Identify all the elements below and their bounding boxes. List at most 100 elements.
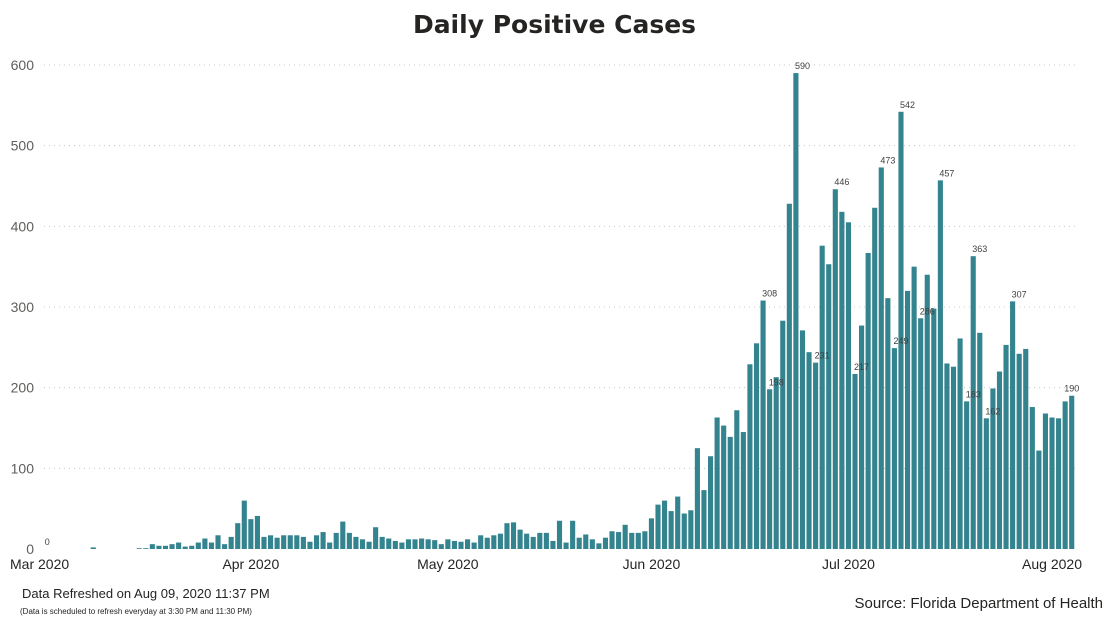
bar[interactable] bbox=[471, 542, 477, 549]
bar[interactable] bbox=[208, 542, 215, 549]
bar[interactable] bbox=[957, 338, 963, 549]
bar[interactable] bbox=[1056, 418, 1062, 549]
bar[interactable] bbox=[274, 537, 280, 549]
bar[interactable] bbox=[813, 362, 819, 549]
bar[interactable] bbox=[254, 515, 260, 549]
bar[interactable] bbox=[648, 518, 654, 549]
bar[interactable] bbox=[497, 533, 503, 549]
bar[interactable] bbox=[688, 510, 694, 549]
bar[interactable] bbox=[950, 366, 957, 549]
bar[interactable] bbox=[655, 504, 661, 549]
bar[interactable] bbox=[222, 544, 228, 549]
bar[interactable] bbox=[169, 544, 175, 549]
bar[interactable] bbox=[307, 541, 313, 549]
bar[interactable] bbox=[294, 535, 300, 549]
bar[interactable] bbox=[740, 432, 746, 549]
bar[interactable] bbox=[937, 180, 943, 549]
bar[interactable] bbox=[964, 401, 970, 549]
bar[interactable] bbox=[570, 520, 576, 549]
bar[interactable] bbox=[773, 377, 779, 549]
bar[interactable] bbox=[313, 535, 320, 549]
bar[interactable] bbox=[261, 536, 267, 549]
bar[interactable] bbox=[675, 496, 681, 549]
bar[interactable] bbox=[327, 542, 333, 549]
bar[interactable] bbox=[202, 538, 208, 549]
bar[interactable] bbox=[898, 111, 904, 549]
bar[interactable] bbox=[839, 211, 845, 549]
bar[interactable] bbox=[872, 207, 878, 549]
bar[interactable] bbox=[228, 536, 234, 549]
bar[interactable] bbox=[491, 535, 497, 549]
bar[interactable] bbox=[747, 364, 753, 549]
bar[interactable] bbox=[1042, 413, 1049, 549]
bar[interactable] bbox=[589, 539, 595, 549]
bar[interactable] bbox=[786, 203, 792, 549]
bar[interactable] bbox=[530, 536, 536, 549]
bar[interactable] bbox=[484, 537, 490, 549]
bar[interactable] bbox=[799, 330, 806, 549]
bar[interactable] bbox=[1016, 353, 1022, 549]
bar[interactable] bbox=[878, 167, 884, 550]
bar[interactable] bbox=[1029, 407, 1035, 549]
bar[interactable] bbox=[806, 352, 812, 549]
bar[interactable] bbox=[176, 542, 182, 549]
bar[interactable] bbox=[90, 547, 96, 549]
bar[interactable] bbox=[694, 448, 700, 549]
bar[interactable] bbox=[1069, 395, 1075, 549]
bar[interactable] bbox=[425, 539, 431, 549]
bar[interactable] bbox=[602, 537, 609, 549]
bar[interactable] bbox=[760, 300, 766, 549]
bar[interactable] bbox=[149, 544, 155, 549]
bar[interactable] bbox=[353, 536, 359, 549]
bar[interactable] bbox=[510, 522, 517, 549]
bar[interactable] bbox=[537, 532, 543, 549]
bar[interactable] bbox=[891, 348, 897, 549]
bar[interactable] bbox=[366, 541, 372, 549]
bar[interactable] bbox=[996, 371, 1003, 549]
bar[interactable] bbox=[642, 531, 648, 549]
bar[interactable] bbox=[189, 545, 195, 549]
bar[interactable] bbox=[517, 529, 523, 549]
bar[interactable] bbox=[478, 535, 484, 549]
bar[interactable] bbox=[622, 524, 628, 549]
bar[interactable] bbox=[1049, 417, 1055, 549]
bar[interactable] bbox=[156, 545, 162, 549]
bar[interactable] bbox=[629, 532, 635, 549]
bar[interactable] bbox=[911, 266, 917, 549]
bar[interactable] bbox=[727, 436, 733, 549]
bar[interactable] bbox=[753, 343, 760, 549]
bar[interactable] bbox=[241, 500, 247, 549]
bar[interactable] bbox=[832, 189, 838, 549]
bar[interactable] bbox=[924, 274, 930, 549]
bar[interactable] bbox=[563, 542, 569, 549]
bar[interactable] bbox=[826, 264, 832, 549]
bar[interactable] bbox=[904, 290, 911, 549]
bar[interactable] bbox=[379, 536, 385, 549]
bar[interactable] bbox=[182, 546, 188, 549]
bar[interactable] bbox=[714, 417, 720, 549]
bar[interactable] bbox=[1036, 450, 1042, 549]
bar[interactable] bbox=[780, 320, 786, 549]
bar[interactable] bbox=[931, 308, 937, 549]
bar[interactable] bbox=[859, 325, 865, 549]
bar[interactable] bbox=[524, 533, 530, 549]
bar[interactable] bbox=[1010, 301, 1016, 549]
bar[interactable] bbox=[635, 532, 641, 549]
bar[interactable] bbox=[359, 539, 366, 549]
bar[interactable] bbox=[793, 73, 799, 550]
bar[interactable] bbox=[346, 532, 352, 549]
bar[interactable] bbox=[235, 523, 241, 549]
bar[interactable] bbox=[215, 535, 221, 549]
bar[interactable] bbox=[451, 540, 457, 549]
bar[interactable] bbox=[248, 519, 254, 549]
bar[interactable] bbox=[977, 332, 983, 549]
bar[interactable] bbox=[721, 425, 727, 549]
bar[interactable] bbox=[734, 410, 740, 549]
bar[interactable] bbox=[281, 535, 287, 549]
bar[interactable] bbox=[990, 388, 996, 549]
bar[interactable] bbox=[412, 539, 418, 549]
bar[interactable] bbox=[681, 513, 687, 549]
bar[interactable] bbox=[662, 500, 668, 549]
bar[interactable] bbox=[1023, 348, 1029, 549]
bar[interactable] bbox=[970, 256, 976, 549]
